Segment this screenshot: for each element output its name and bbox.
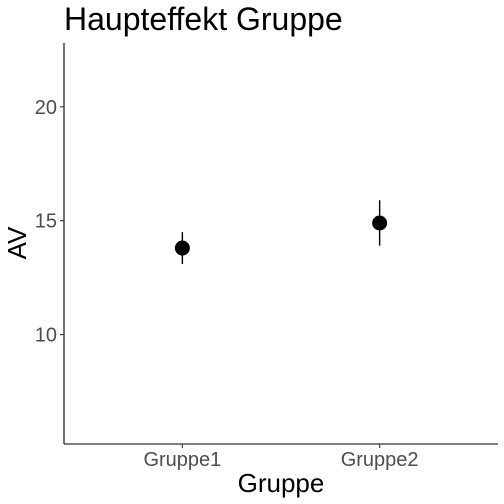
y-tick-label: 20 <box>35 97 57 119</box>
y-tick-label: 10 <box>35 325 57 347</box>
y-ticks: 10 15 20 <box>35 97 64 347</box>
x-ticks: Gruppe1 Gruppe2 <box>143 444 419 471</box>
x-tick-label: Gruppe2 <box>341 449 419 471</box>
x-tick-label: Gruppe1 <box>143 449 221 471</box>
y-axis-title: AV <box>2 226 32 259</box>
x-axis-title: Gruppe <box>238 468 325 498</box>
data-point <box>372 215 388 231</box>
data-point <box>174 240 190 256</box>
data-marks <box>174 200 388 265</box>
y-tick-label: 15 <box>35 211 57 233</box>
chart-title: Haupteffekt Gruppe <box>64 1 343 37</box>
